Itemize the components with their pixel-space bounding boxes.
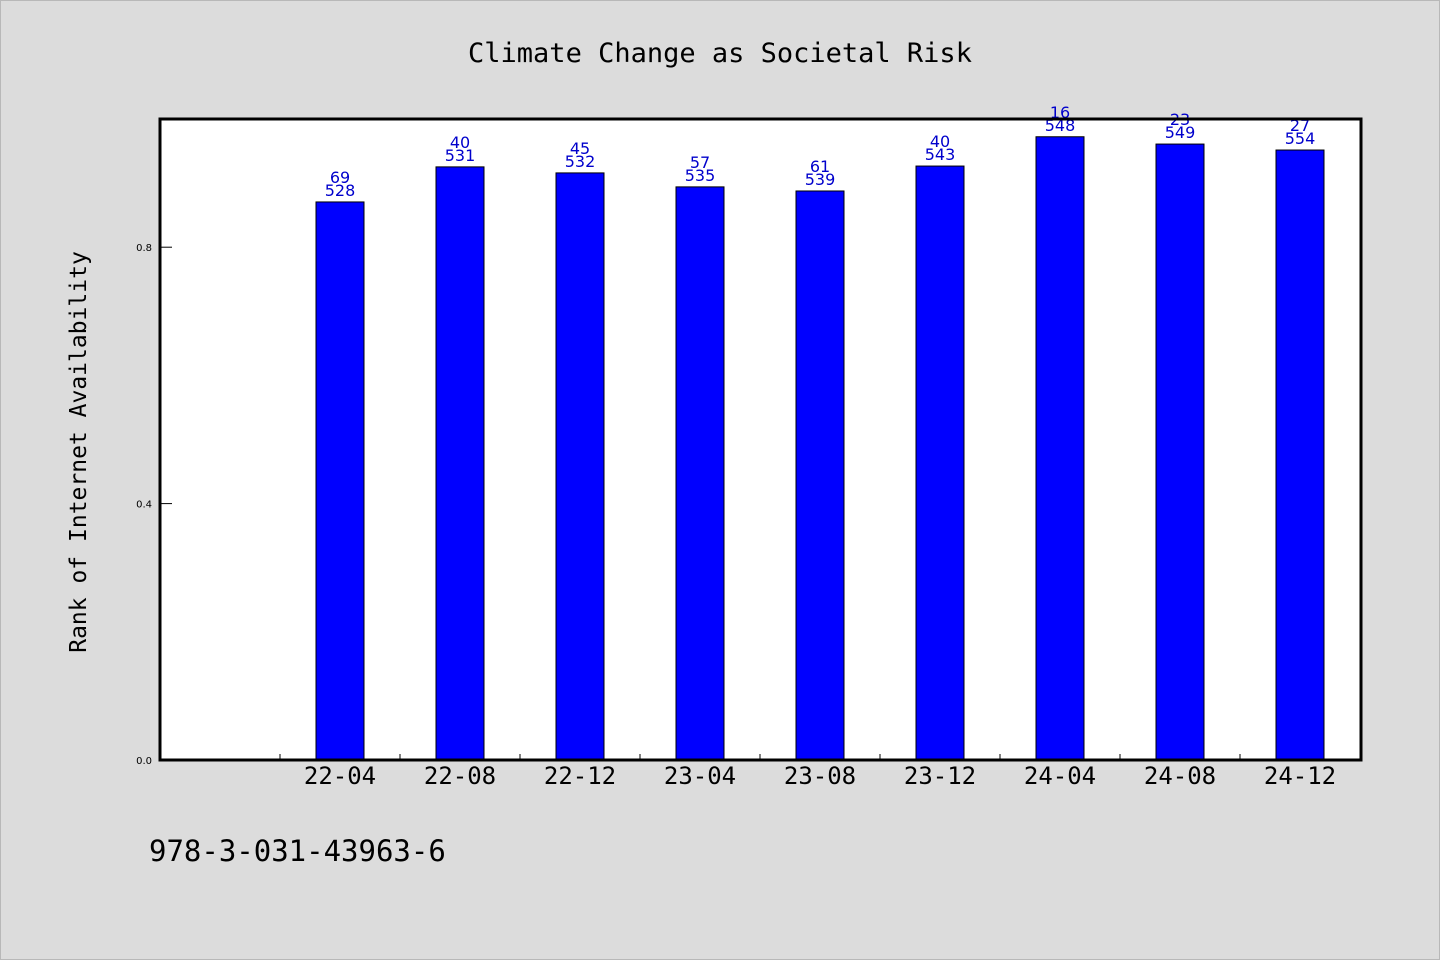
x-tick-label: 22-12 — [544, 762, 616, 790]
x-tick-label: 23-08 — [784, 762, 856, 790]
bar-label-bottom: 528 — [325, 181, 356, 200]
bar — [675, 186, 725, 761]
bar-label-top: 57 — [690, 153, 710, 172]
x-tick-label: 22-04 — [304, 762, 376, 790]
x-tick-label: 23-12 — [904, 762, 976, 790]
bar-label-top: 40 — [450, 133, 470, 152]
x-axis: 22-04 22-08 22-12 23-04 23-08 23-12 24-04 24-08… — [279, 754, 1361, 790]
bar-label-top: 69 — [330, 168, 350, 187]
bar-label-top: 16 — [1050, 103, 1070, 122]
bar — [1035, 136, 1085, 761]
bar-label-bottom: 532 — [565, 152, 596, 171]
y-axis-label: Rank of Internet Availability — [66, 251, 92, 653]
plot-border — [158, 117, 1363, 762]
y-tick-label: 0.8 — [136, 243, 152, 254]
bars — [315, 136, 1325, 761]
bar — [315, 201, 365, 761]
bar-label-bottom: 554 — [1285, 129, 1316, 148]
bar-label-bottom: 539 — [805, 170, 836, 189]
x-tick-label: 24-04 — [1024, 762, 1096, 790]
chart-title: Climate Change as Societal Risk — [468, 38, 972, 69]
x-tick-label: 22-08 — [424, 762, 496, 790]
bar-label-bottom: 549 — [1165, 123, 1196, 142]
bar-label-top: 40 — [930, 132, 950, 151]
bar-label-bottom: 543 — [925, 145, 956, 164]
bar — [435, 166, 485, 761]
bar-label-bottom: 535 — [685, 166, 716, 185]
x-tick-label: 24-08 — [1144, 762, 1216, 790]
bar-label-top: 61 — [810, 157, 830, 176]
y-tick-label: 0.4 — [136, 500, 152, 511]
bar — [795, 190, 845, 761]
bar-label-bottom: 548 — [1045, 116, 1076, 135]
x-tick-label: 23-04 — [664, 762, 736, 790]
bar — [1275, 149, 1325, 761]
bar — [1155, 143, 1205, 761]
bar-label-top: 45 — [570, 139, 590, 158]
y-tick-label: 0.0 — [136, 756, 152, 767]
bar — [915, 165, 965, 761]
bar-label-bottom: 531 — [445, 146, 476, 165]
bar — [555, 172, 605, 761]
footer-isbn: 978-3-031-43963-6 — [149, 834, 446, 868]
bar-label-top: 27 — [1290, 116, 1310, 135]
x-tick-label: 24-12 — [1264, 762, 1336, 790]
